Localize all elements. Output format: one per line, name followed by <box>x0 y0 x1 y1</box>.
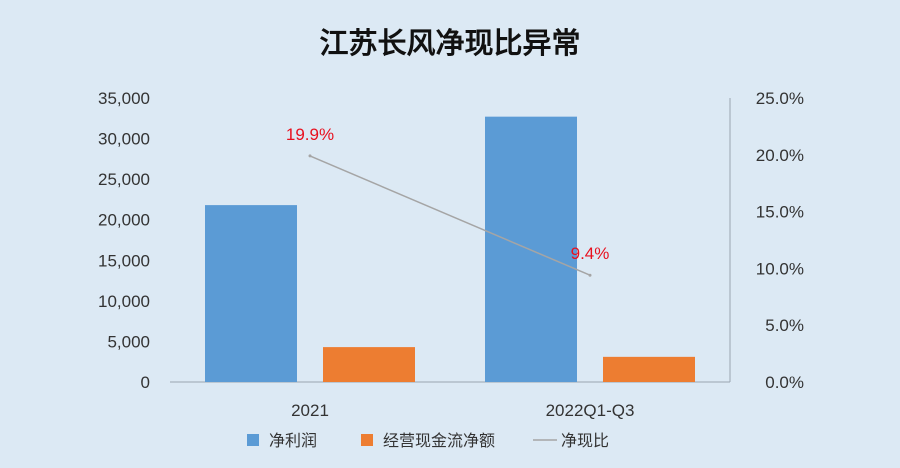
right-tick-label: 20.0% <box>756 146 804 165</box>
ratio-point <box>588 273 592 277</box>
category-labels: 2021 2022Q1-Q3 <box>291 401 634 420</box>
ratio-series-line <box>309 155 591 276</box>
legend-swatch <box>361 434 373 446</box>
bar <box>323 347 415 382</box>
left-tick-label: 30,000 <box>98 130 150 149</box>
left-tick-label: 0 <box>141 373 150 392</box>
bar <box>205 205 297 382</box>
right-tick-label: 5.0% <box>765 316 804 335</box>
legend-label: 净利润 <box>269 431 317 450</box>
right-tick-label: 25.0% <box>756 89 804 108</box>
legend-swatch <box>247 434 259 446</box>
right-tick-label: 10.0% <box>756 259 804 278</box>
left-tick-label: 15,000 <box>98 251 150 270</box>
right-tick-label: 15.0% <box>756 203 804 222</box>
category-label: 2022Q1-Q3 <box>546 401 635 420</box>
right-tick-label: 0.0% <box>765 373 804 392</box>
ratio-data-label: 9.4% <box>571 244 610 263</box>
ratio-point <box>308 154 312 158</box>
chart-title: 江苏长风净现比异常 <box>319 26 580 60</box>
right-axis-ticks: 0.0% 5.0% 10.0% 15.0% 20.0% 25.0% <box>756 89 804 392</box>
bars <box>205 116 695 383</box>
left-tick-label: 10,000 <box>98 292 150 311</box>
ratio-line-group: 19.9% 9.4% <box>286 125 609 277</box>
ratio-data-label: 19.9% <box>286 125 334 144</box>
left-tick-label: 20,000 <box>98 211 150 230</box>
bar <box>603 356 695 382</box>
legend-label: 净现比 <box>561 431 609 450</box>
left-tick-label: 5,000 <box>107 332 150 351</box>
left-tick-label: 35,000 <box>98 89 150 108</box>
category-label: 2021 <box>291 401 329 420</box>
left-tick-label: 25,000 <box>98 170 150 189</box>
legend: 净利润 经营现金流净额 净现比 <box>247 431 609 450</box>
legend-label: 经营现金流净额 <box>383 431 495 450</box>
left-axis-ticks: 0 5,000 10,000 15,000 20,000 25,000 30,000 35,0… <box>98 89 150 392</box>
